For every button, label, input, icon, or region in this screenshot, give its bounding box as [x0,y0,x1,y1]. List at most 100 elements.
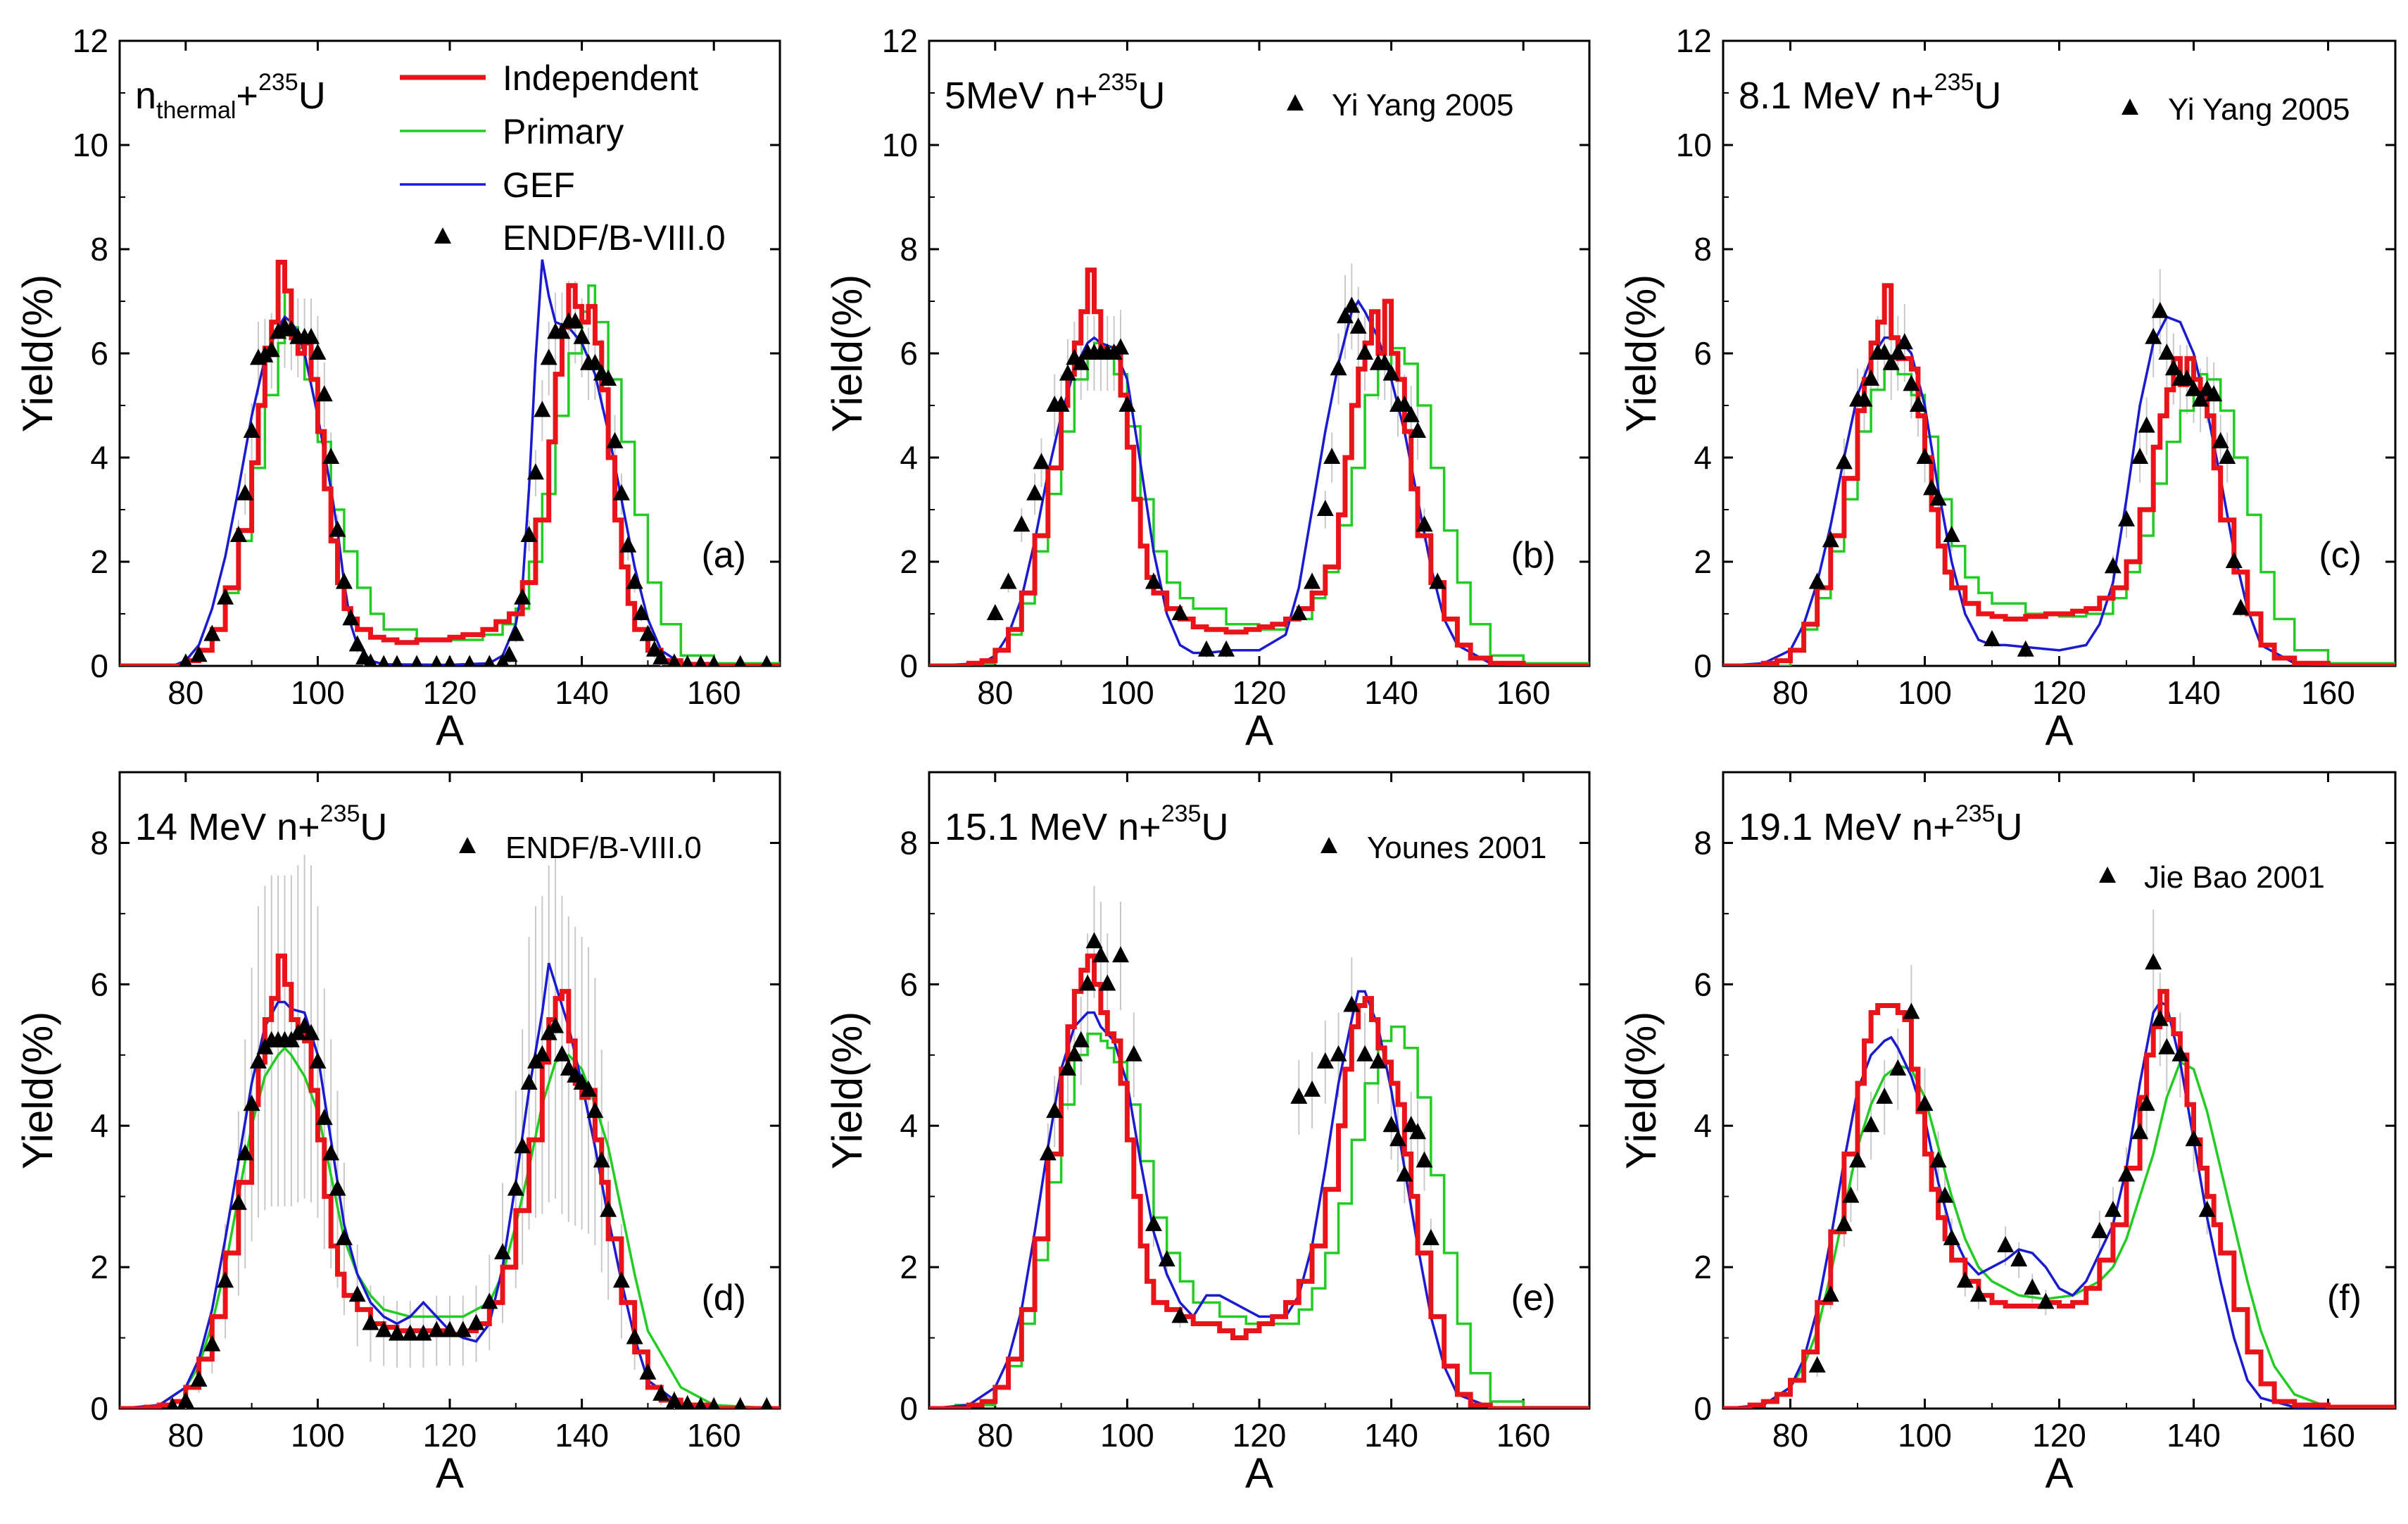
data-point-marker [1304,1081,1321,1097]
data-point-marker [579,1081,597,1097]
data-point-marker [190,646,208,662]
legend-marker [1287,94,1304,111]
y-tick-label: 10 [882,127,918,163]
data-point-marker [378,655,390,666]
data-point-marker [1072,353,1090,370]
data-point-marker [665,1391,683,1408]
y-tick-label: 12 [73,23,108,59]
data-point-marker [1808,572,1826,589]
x-tick-label: 120 [423,1417,477,1454]
data-point-marker [1862,1116,1880,1133]
x-tick-label: 120 [423,674,477,711]
data-point-marker [2091,1221,2108,1238]
data-point-marker [547,1016,565,1033]
data-point-marker [329,1179,346,1196]
x-tick-label: 160 [687,674,741,711]
data-point-marker [1409,1123,1427,1140]
data-point-marker [229,1193,247,1210]
data-point-marker [2145,327,2162,344]
y-tick-label: 12 [882,23,918,59]
data-point-marker [1422,1228,1439,1245]
data-point-marker [411,655,423,666]
data-point-marker [2205,385,2223,402]
y-tick-label: 0 [1694,1390,1712,1427]
data-point-marker [1849,1151,1866,1168]
plot-frame [928,771,1591,1410]
data-point-marker [1336,307,1354,324]
data-point-marker [2037,1292,2055,1309]
series-primary-line [1723,1060,2395,1409]
series-independent-line [929,953,1589,1409]
data-point-marker [362,1314,379,1330]
data-point-marker [1343,995,1361,1012]
data-point-marker [1059,364,1076,381]
data-point-marker [1956,1271,1974,1288]
panel-title: 8.1 MeV n+235U [1739,69,2001,117]
data-point-marker [1316,500,1334,516]
x-tick-label: 100 [1100,1417,1154,1454]
y-tick-label: 0 [900,1390,918,1427]
data-point-marker [1039,1144,1057,1161]
legend-marker [2122,99,2138,115]
data-point-marker [1876,1088,1893,1104]
y-tick-label: 4 [1694,1107,1712,1144]
data-point-marker [335,1228,353,1245]
y-axis-label: Yield(%) [824,275,871,433]
plot-frame [1722,39,2397,667]
series-independent-line [929,267,1589,666]
data-point-marker [1013,515,1030,532]
legend-label-gef: GEF [503,165,575,205]
data-point-marker [2131,1123,2149,1140]
y-tick-label: 6 [1694,966,1712,1002]
data-point-marker [2192,390,2210,407]
x-tick-label: 80 [977,1417,1013,1454]
x-tick-label: 160 [1496,1417,1551,1454]
data-point-marker [428,1321,446,1337]
panel-title: 14 MeV n+235U [135,800,387,848]
y-tick-label: 6 [900,335,918,372]
x-tick-label: 100 [1100,674,1154,711]
y-axis-label: Yield(%) [1618,275,1665,433]
panel-label: (d) [701,1278,746,1318]
data-point-marker [243,422,260,438]
data-point-marker [1984,630,2000,646]
data-point-marker [1356,1045,1374,1062]
data-point-marker [626,1328,643,1344]
data-point-marker [237,484,254,500]
x-tick-label: 140 [1364,674,1418,711]
x-tick-label: 120 [2032,1417,2086,1454]
data-point-marker [1997,1235,2015,1252]
data-point-marker [600,1200,617,1217]
data-point-marker [1416,515,1433,532]
data-point-marker [1145,572,1162,589]
data-point-marker [1052,396,1070,412]
data-point-marker [1112,946,1130,963]
data-point-marker [586,1102,604,1119]
data-point-marker [217,588,234,605]
y-tick-label: 8 [90,824,108,861]
data-point-marker [681,655,693,666]
data-point-marker [464,655,476,666]
series-primary-line [1723,367,2395,666]
plot-area [1723,909,2395,1409]
x-tick-label: 140 [2167,674,2221,711]
data-point-marker [2185,1130,2202,1147]
data-point-marker [1218,640,1235,657]
data-point-marker [388,1324,405,1341]
plot-area [120,855,780,1409]
data-point-marker [680,1394,695,1409]
data-point-marker [708,655,720,666]
data-point-marker [375,1321,393,1337]
series-independent-line [1723,283,2395,666]
data-point-marker [707,1397,720,1409]
data-point-marker [1382,364,1400,381]
data-point-marker [1092,946,1109,963]
chart-panel-1: 80 100 120 140 160 0 2 4 6 8 10 12 A Yield(%) nthermal… [14,23,781,754]
panel-title: 5MeV n+235U [945,69,1165,117]
y-tick-label: 0 [90,1390,108,1427]
data-point-marker [1416,1151,1433,1168]
x-tick-label: 80 [1772,674,1808,711]
data-point-marker [441,1321,458,1337]
data-point-marker [639,1363,657,1380]
data-point-marker [2138,416,2155,433]
